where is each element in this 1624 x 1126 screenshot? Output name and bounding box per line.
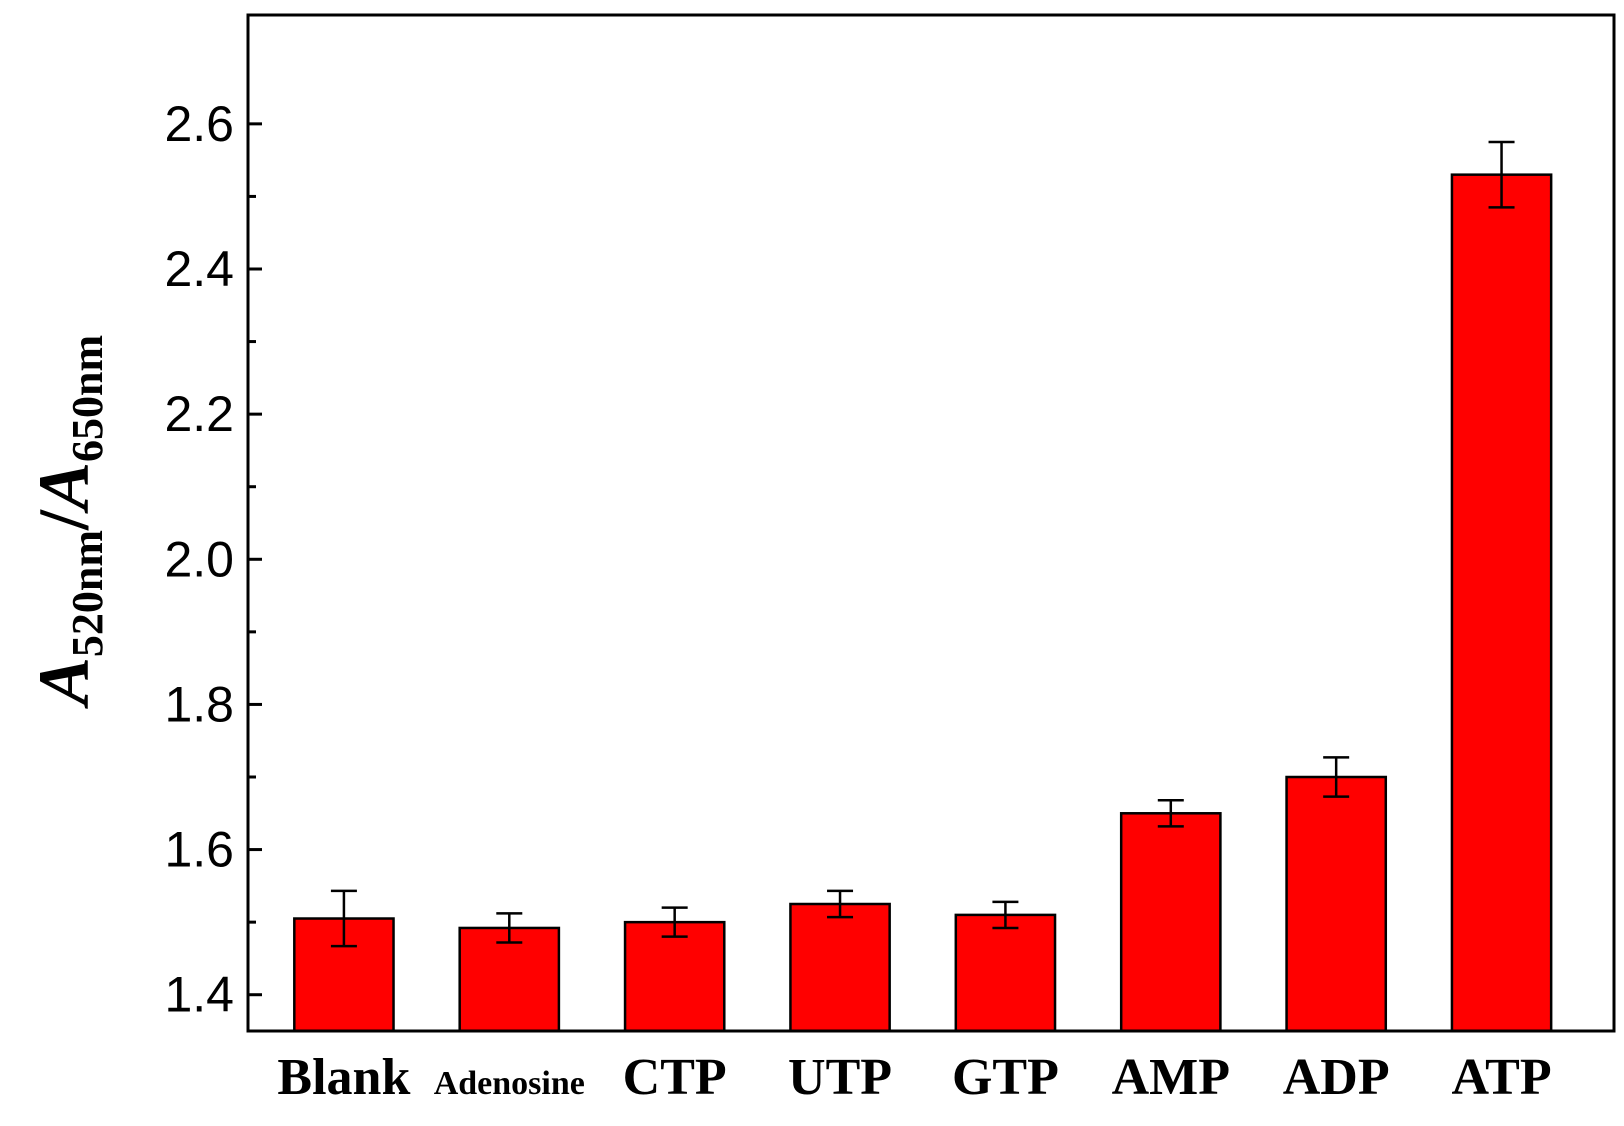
y-axis-ticks: 1.4 1.6 1.8 2.0 2.2 2.4 2.6	[164, 96, 262, 1023]
bar-amp	[1119, 812, 1222, 1033]
y-tick-label: 2.6	[164, 96, 234, 152]
bar-adp	[1285, 775, 1388, 1033]
x-tick-label-adenosine: Adenosine	[434, 1065, 585, 1102]
y-tick-label: 1.8	[164, 676, 234, 732]
error-bars-group	[330, 140, 1515, 948]
bar-utp	[789, 902, 891, 1033]
x-tick-label-adp: ADP	[1283, 1049, 1390, 1106]
bars-group	[293, 173, 1553, 1033]
y-tick-label: 2.4	[164, 241, 234, 297]
y-axis-label-part: 650nm	[63, 335, 112, 462]
y-axis-label-part: 520nm	[63, 530, 112, 657]
y-tick-label: 2.0	[164, 531, 234, 587]
bar-gtp	[954, 913, 1057, 1033]
x-tick-label-ctp: CTP	[623, 1049, 727, 1106]
y-tick-label: 1.6	[164, 822, 234, 878]
x-tick-label-amp: AMP	[1112, 1049, 1230, 1106]
y-axis-label-part: A	[24, 657, 104, 709]
y-axis-label-part: A	[24, 462, 104, 514]
x-tick-label-atp: ATP	[1451, 1049, 1551, 1106]
bar-adenosine	[458, 926, 561, 1033]
x-tick-label-gtp: GTP	[952, 1049, 1059, 1106]
x-axis-labels: Blank Adenosine CTP UTP GTP AMP ADP ATP	[277, 1049, 1551, 1106]
plot-frame	[246, 13, 1616, 1033]
y-tick-label: 2.2	[164, 386, 234, 442]
bar-ctp	[623, 920, 726, 1033]
y-axis-label-part: /	[24, 509, 104, 531]
bar-atp	[1450, 173, 1553, 1033]
x-tick-label-blank: Blank	[277, 1049, 410, 1106]
y-tick-label: 1.4	[164, 967, 234, 1023]
x-tick-label-utp: UTP	[788, 1049, 892, 1106]
y-axis-label: A520nm/A650nm	[24, 335, 112, 709]
